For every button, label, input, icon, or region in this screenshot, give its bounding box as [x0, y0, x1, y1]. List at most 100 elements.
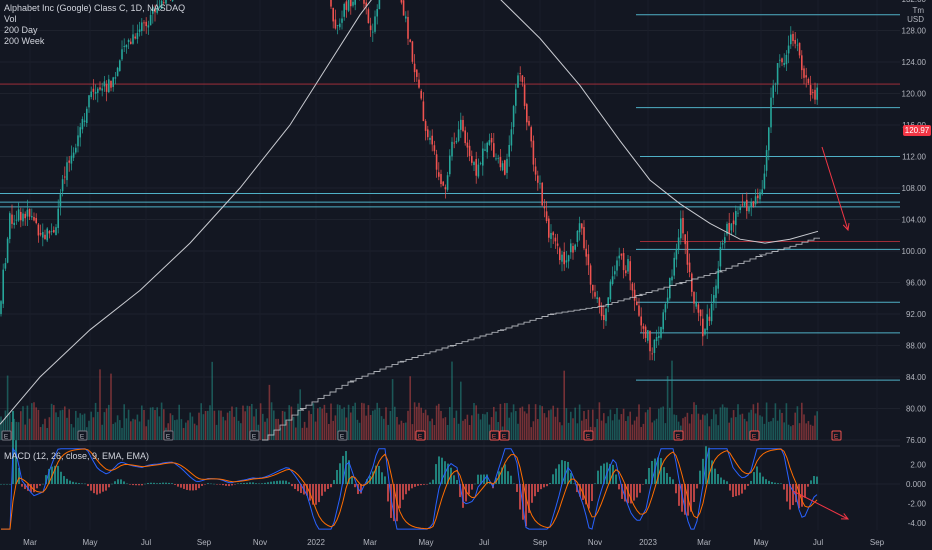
candle-body	[629, 261, 631, 281]
candle-body	[330, 0, 332, 7]
macd-histogram-bar	[735, 484, 737, 497]
earnings-marker	[1, 430, 12, 441]
candle-body	[156, 8, 158, 13]
macd-histogram-bar	[354, 484, 356, 488]
volume-bar	[134, 419, 136, 440]
volume-bar	[50, 403, 53, 440]
candle-body	[475, 158, 477, 176]
macd-histogram-bar	[702, 458, 704, 484]
candle-body	[20, 211, 22, 221]
candlesticks[interactable]	[0, 0, 818, 361]
candle-body	[721, 242, 724, 245]
candle-body	[121, 49, 123, 60]
candle-body	[427, 129, 429, 138]
candle-body	[704, 329, 706, 335]
macd-histogram-bar	[123, 481, 125, 484]
macd-pane[interactable]	[0, 410, 900, 530]
volume-bar	[207, 410, 209, 440]
macd-histogram-bar	[198, 484, 200, 489]
forecast-arrow-price	[821, 146, 849, 231]
macd-histogram-bar	[525, 484, 527, 527]
earnings-marker	[583, 430, 594, 441]
volume-bar	[244, 411, 246, 440]
price-axis-label: 124.00	[902, 58, 927, 67]
volume-bar	[369, 415, 372, 440]
horizontal-levels[interactable]	[0, 14, 900, 381]
volume-bar	[534, 404, 537, 440]
candle-body	[495, 158, 497, 160]
chart-legend: Alphabet Inc (Google) Class C, 1D, NASDA…	[4, 3, 185, 47]
candle-body	[556, 243, 559, 246]
candle-body	[15, 219, 18, 221]
macd-histogram-bar	[246, 482, 248, 484]
candle-body	[119, 60, 121, 71]
volume-bar	[475, 405, 477, 440]
volume-bar	[174, 420, 176, 440]
macd-histogram-bar	[810, 480, 812, 484]
candle-body	[171, 0, 174, 2]
macd-histogram-bar	[762, 476, 764, 484]
candle-body	[147, 25, 150, 28]
volume-bar	[191, 416, 194, 440]
candle-body	[772, 85, 774, 98]
macd-histogram-bar	[549, 483, 551, 484]
candle-body	[517, 75, 519, 88]
annotation-arrows[interactable]	[792, 146, 850, 520]
candle-body	[669, 278, 671, 299]
volume-bar	[592, 409, 594, 440]
macd-histogram-bar	[237, 483, 239, 484]
candle-body	[88, 95, 90, 108]
time-axis-label: 2023	[639, 538, 657, 547]
volume-bar	[427, 415, 429, 440]
volume-bar	[6, 375, 9, 440]
volume-bar	[726, 407, 728, 440]
candle-body	[691, 273, 693, 292]
candle-body	[451, 141, 453, 157]
volume-bar	[262, 413, 264, 440]
candle-body	[453, 142, 455, 144]
volume-bar	[156, 407, 158, 440]
macd-histogram-bar	[720, 477, 722, 484]
volume-bar	[116, 415, 119, 440]
candle-body	[735, 211, 737, 226]
volume-bar	[702, 414, 704, 440]
volume-bar	[554, 416, 557, 440]
macd-line	[1, 447, 818, 530]
volume-bar	[664, 423, 667, 440]
candle-body	[708, 316, 711, 321]
macd-histogram-bar	[459, 484, 461, 498]
volume-bar	[460, 381, 462, 440]
volume-bar	[308, 410, 310, 440]
volume-bar	[171, 415, 174, 440]
candle-body	[576, 230, 579, 243]
volume-bar	[334, 415, 337, 440]
volume-bar	[279, 427, 282, 440]
volume-bar	[638, 404, 640, 440]
candle-body	[163, 2, 165, 4]
price-axis-label: 96.00	[906, 279, 927, 288]
macd-histogram-bar	[42, 483, 44, 485]
volume-bar	[440, 410, 442, 440]
candle-body	[618, 255, 620, 259]
volume-bar	[484, 414, 486, 440]
candle-body	[717, 268, 719, 289]
volume-bar	[803, 414, 805, 440]
time-axis-label: May	[82, 538, 97, 547]
macd-histogram-bar	[603, 463, 605, 484]
macd-histogram-bar	[675, 484, 677, 494]
candle-body	[530, 127, 532, 142]
macd-histogram-bar	[393, 484, 395, 522]
macd-histogram-bar	[804, 484, 806, 498]
volume-bar	[123, 404, 125, 440]
volume-bar	[383, 418, 385, 440]
volume-bar	[211, 361, 213, 440]
candle-body	[66, 162, 68, 181]
volume-bar	[651, 422, 653, 440]
candle-body	[438, 172, 440, 177]
macd-histogram-bar	[684, 484, 686, 515]
price-axis-label: 120.00	[902, 90, 927, 99]
macd-histogram-bar	[786, 484, 788, 502]
candle-body	[539, 183, 541, 185]
